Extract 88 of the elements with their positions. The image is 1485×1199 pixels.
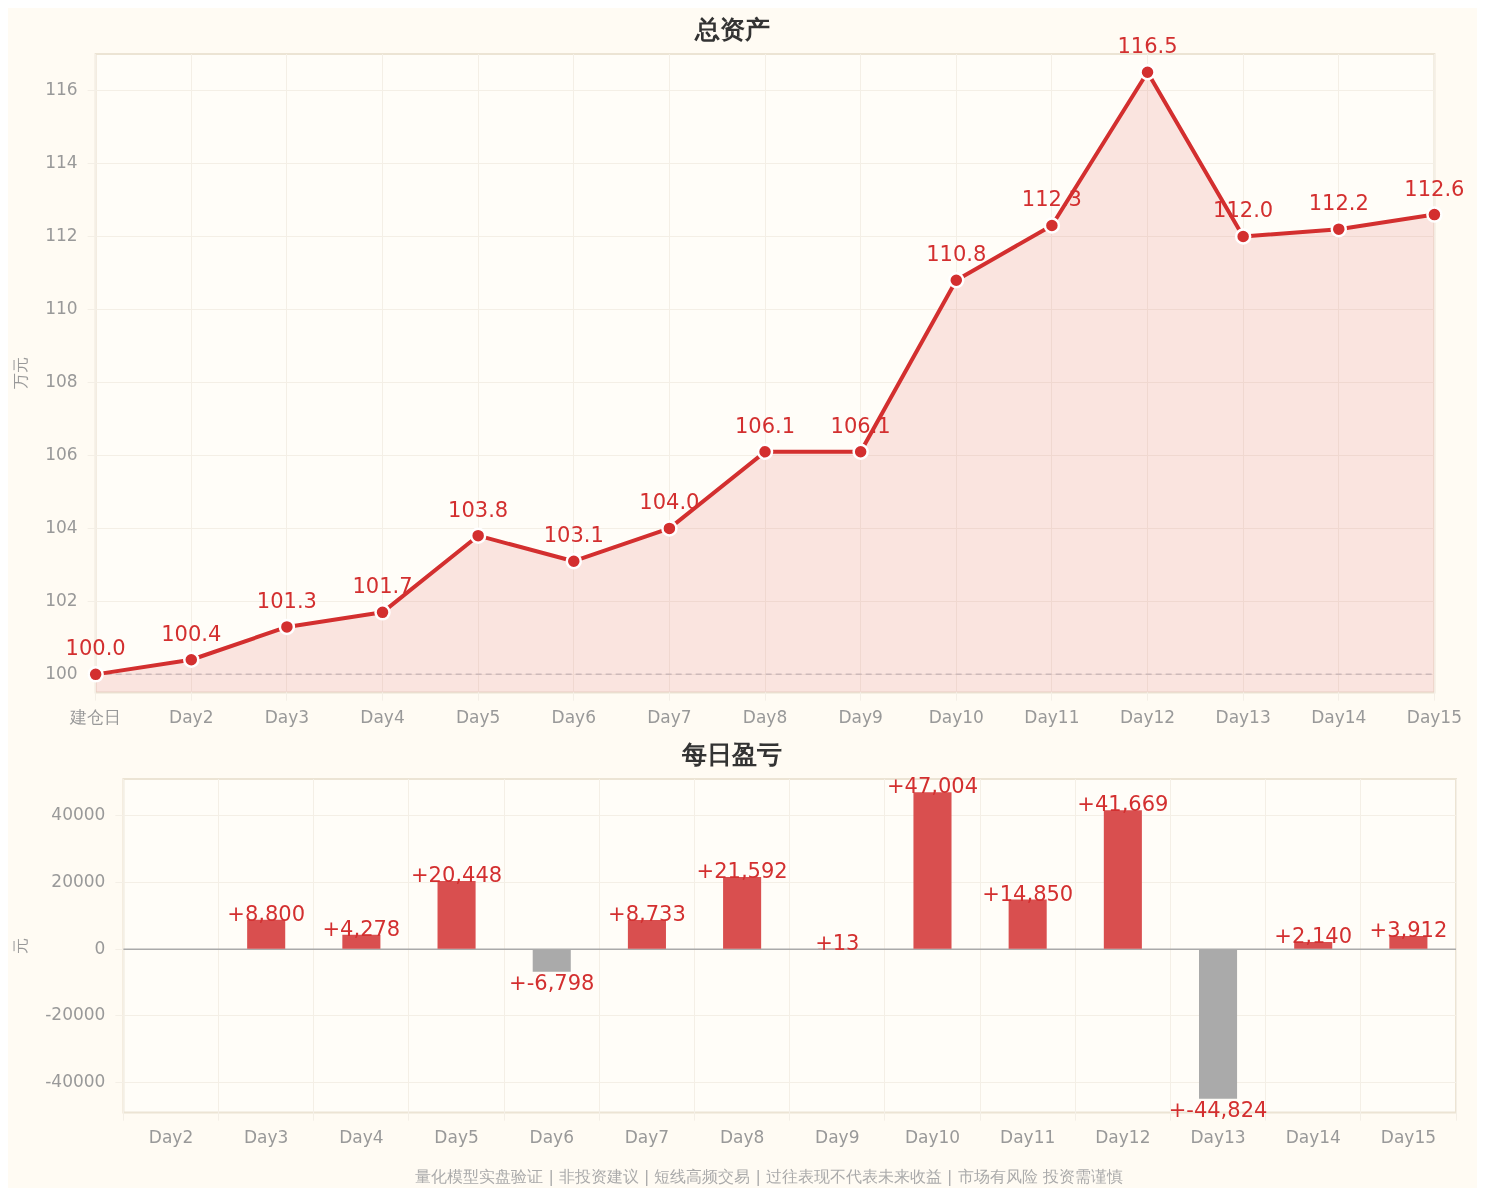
- x-tick-label: Day3: [244, 1127, 289, 1148]
- point: [278, 618, 296, 636]
- point: [1426, 206, 1443, 223]
- x-tick-label: Day11: [1000, 1127, 1056, 1148]
- point: [756, 443, 774, 461]
- y-tick-label: -20000: [45, 1004, 106, 1025]
- point: [87, 666, 104, 683]
- data-label: +-44,824: [1168, 1097, 1268, 1122]
- data-label: 103.1: [543, 523, 604, 548]
- point: [374, 604, 391, 621]
- x-tick-label: Day9: [815, 1127, 860, 1148]
- x-tick-label: Day8: [719, 1127, 765, 1148]
- data-label: +14,850: [982, 881, 1074, 906]
- x-tick-label: Day7: [624, 1127, 670, 1148]
- point: [661, 520, 678, 537]
- y-tick-label: 116: [45, 78, 78, 99]
- data-label: +21,592: [696, 859, 788, 884]
- x-tick-label: Day15: [1380, 1127, 1437, 1148]
- y-tick-label: 114: [45, 151, 78, 172]
- y-tick-label: 106: [45, 443, 78, 464]
- data-label: 100.4: [161, 621, 222, 646]
- chart-title: 每日盈亏: [681, 739, 782, 769]
- point: [852, 443, 869, 461]
- data-label: +3,912: [1369, 918, 1448, 943]
- x-tick-label: Day6: [529, 1127, 574, 1148]
- x-tick-label: Day10: [928, 707, 984, 728]
- data-label: 112.6: [1404, 176, 1465, 201]
- x-tick-label: Day6: [551, 707, 596, 728]
- point: [1139, 64, 1156, 81]
- data-label: 116.5: [1117, 34, 1178, 59]
- x-tick-label: Day3: [264, 707, 310, 728]
- point: [565, 552, 583, 570]
- x-tick-label: Day4: [339, 1127, 384, 1148]
- x-tick-label: Day9: [838, 707, 883, 728]
- point: [1043, 217, 1061, 234]
- x-tick-label: Day5: [455, 707, 501, 728]
- data-label: 106.1: [734, 413, 796, 438]
- y-tick-label: 40000: [51, 804, 106, 825]
- data-label: 103.8: [448, 497, 509, 522]
- y-tick-label: -40000: [45, 1071, 106, 1091]
- y-tick-label: 20000: [51, 870, 106, 891]
- data-label: +8,800: [227, 901, 306, 926]
- data-label: +13: [815, 931, 860, 956]
- data-label: 112.2: [1308, 191, 1369, 216]
- point: [1234, 228, 1252, 245]
- y-tick-label: 102: [45, 589, 78, 610]
- x-tick-label: 建仓日: [69, 707, 122, 728]
- x-tick-label: Day15: [1406, 707, 1462, 728]
- x-tick-label: Day13: [1215, 707, 1271, 728]
- x-tick-label: Day5: [434, 1127, 479, 1148]
- y-tick-label: 112: [45, 224, 78, 245]
- x-tick-label: Day2: [148, 1127, 194, 1148]
- x-tick-label: Day14: [1311, 707, 1367, 728]
- x-tick-label: Day11: [1024, 707, 1080, 728]
- x-tick-label: Day2: [169, 707, 214, 728]
- point: [948, 272, 965, 289]
- data-label: 100.0: [65, 636, 126, 661]
- y-tick-label: 104: [45, 516, 78, 537]
- data-label: +47,004: [886, 774, 979, 799]
- point: [1330, 220, 1348, 238]
- x-tick-label: Day10: [904, 1127, 961, 1148]
- x-tick-label: Day13: [1190, 1127, 1246, 1148]
- y-tick-label: 108: [45, 370, 78, 391]
- data-label: 101.7: [352, 574, 413, 599]
- chart-title: 总资产: [693, 14, 770, 44]
- y-tick-label: 110: [45, 297, 78, 318]
- y-tick-label: 0: [94, 937, 106, 958]
- data-label: +41,669: [1077, 792, 1169, 817]
- y-axis-title: 万元: [10, 357, 30, 390]
- data-label: +2,140: [1274, 923, 1353, 948]
- data-label: 101.3: [256, 588, 317, 613]
- x-tick-label: Day7: [647, 707, 692, 728]
- x-tick-label: Day12: [1119, 707, 1176, 728]
- text: 量化模型实盘验证 | 非投资建议 | 短线高频交易 | 过往表现不代表未来收益 | 市场有风险 投资需谨慎: [414, 1167, 1124, 1188]
- data-label: +8,733: [608, 901, 686, 926]
- point: [183, 651, 200, 669]
- data-label: 104.0: [639, 490, 700, 515]
- data-label: +4,278: [322, 916, 401, 941]
- x-tick-label: Day14: [1285, 1127, 1341, 1148]
- point: [469, 527, 487, 544]
- data-label: 110.8: [926, 242, 987, 267]
- x-tick-label: Day12: [1095, 1127, 1151, 1148]
- x-tick-label: Day8: [742, 707, 788, 728]
- y-tick-label: 100: [45, 662, 78, 683]
- y-axis-title: 元: [10, 937, 30, 954]
- x-tick-label: Day4: [360, 707, 405, 728]
- data-label: +-6,798: [509, 970, 595, 995]
- data-label: +20,448: [411, 862, 503, 887]
